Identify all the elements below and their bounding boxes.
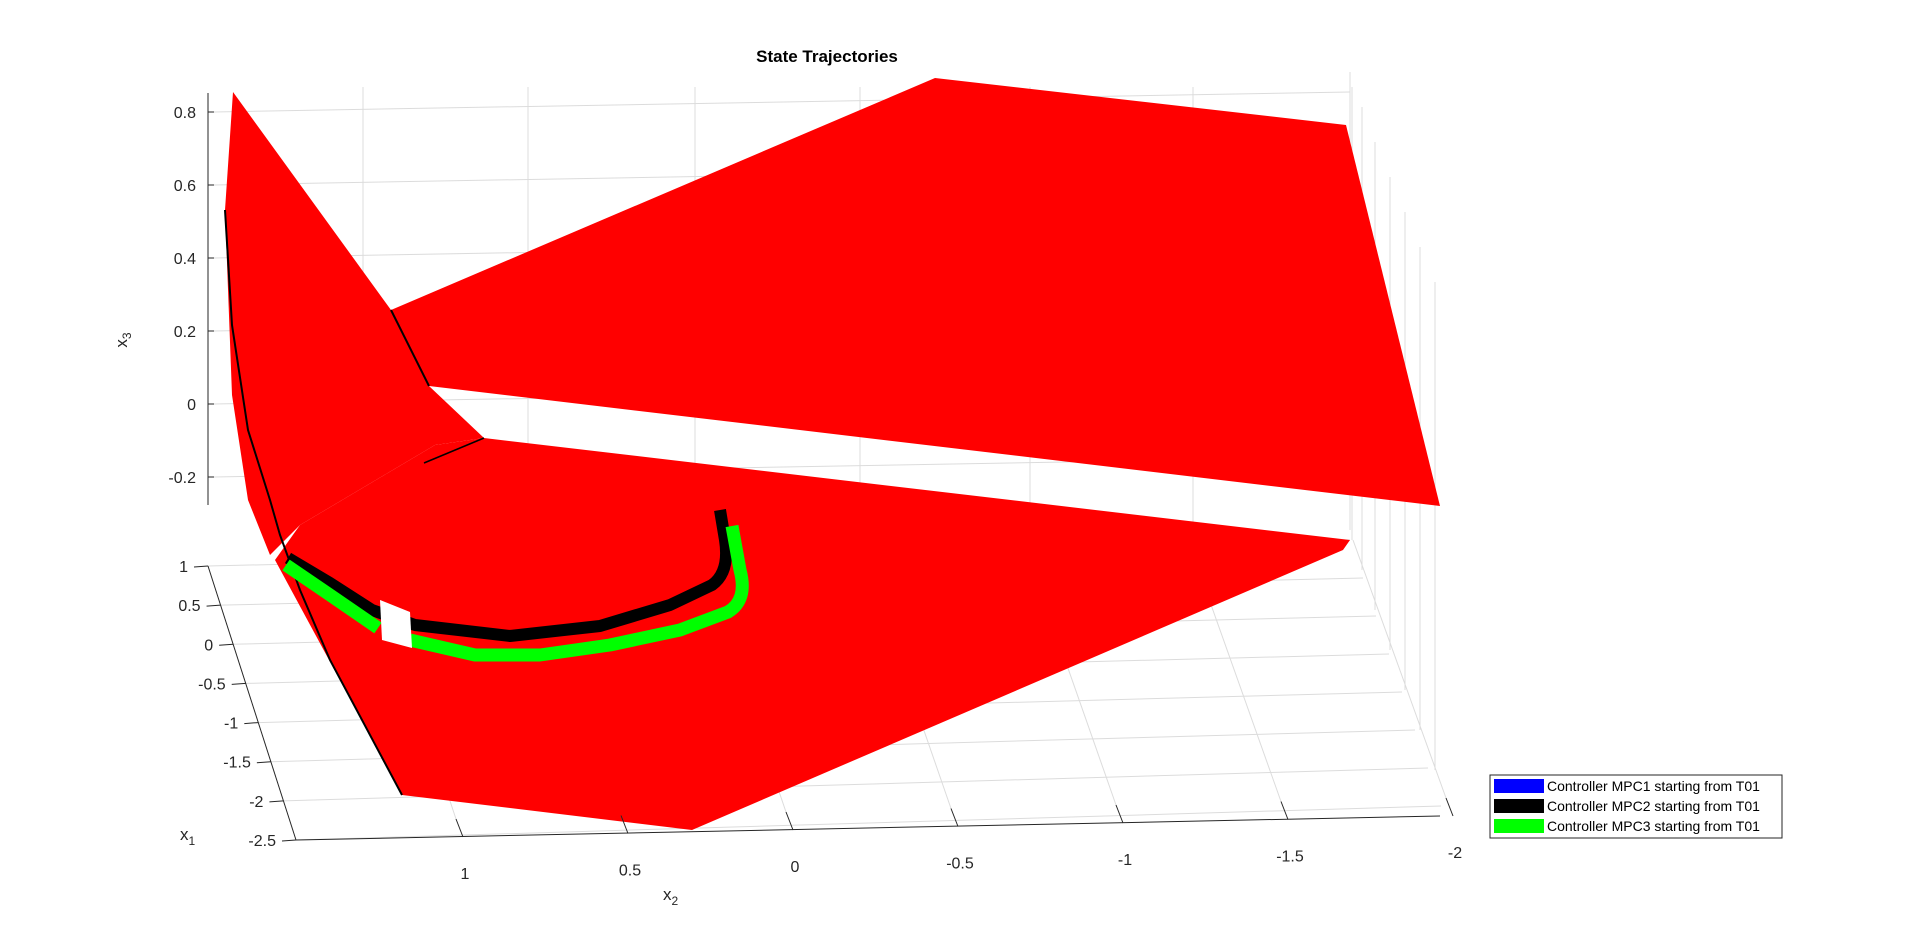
- x2-tick-mark: [785, 811, 794, 831]
- x2-tick-mark: [455, 818, 464, 838]
- x1-tick-label: -1.5: [223, 755, 251, 772]
- x1-tick-mark: [269, 800, 284, 803]
- x1-tick-label: -2: [249, 794, 263, 811]
- x2-tick-mark: [1445, 797, 1454, 817]
- trajectory-mpc3: [282, 524, 749, 662]
- x3-tick-label: 0.8: [174, 105, 196, 122]
- x1-tick-label: -1: [224, 716, 238, 733]
- x1-tick-group: 1 0.5 0 -0.5 -1 -1.5 -2 -2.5: [178, 559, 297, 850]
- x2-tick-mark: [1115, 804, 1124, 824]
- x2-tick-mark: [620, 815, 629, 834]
- trajectory-mpc2: [284, 509, 733, 642]
- chart-title: State Trajectories: [756, 47, 898, 66]
- x1-tick-mark: [231, 682, 246, 685]
- surface-lower-plane: [275, 438, 1350, 830]
- x3-tick-label: 0.4: [174, 251, 196, 268]
- x1-tick-label: -2.5: [248, 833, 276, 850]
- legend: Controller MPC1 starting from T01 Contro…: [1489, 774, 1783, 839]
- x1-tick-mark: [244, 722, 259, 725]
- surface-edge: [224, 209, 403, 796]
- x2-tick-label: -1: [1118, 852, 1132, 869]
- grid-line: [213, 91, 1351, 113]
- x2-axis-line: [295, 815, 1441, 841]
- x2-axis-label: x2: [663, 885, 679, 908]
- surface-group: [224, 78, 1440, 830]
- x1-tick-label: 0: [204, 637, 213, 654]
- x3-tick-label: 0.6: [174, 178, 196, 195]
- x2-tick-label: 0: [791, 859, 800, 876]
- x3-axis-label: x3: [112, 332, 134, 348]
- x1-axis-label: x1: [180, 825, 196, 848]
- x1-tick-mark: [256, 761, 271, 764]
- x3-tick-label: -0.2: [168, 470, 196, 487]
- x1-tick-mark: [206, 604, 221, 607]
- grid-line: [1352, 539, 1447, 799]
- x1-tick-label: 1: [179, 559, 188, 576]
- x1-axis-line: [207, 565, 297, 841]
- x1-tick-label: -0.5: [198, 676, 226, 693]
- x1-tick-label: 0.5: [178, 598, 200, 615]
- trajectory-group: [282, 509, 749, 662]
- x1-tick-mark: [281, 839, 297, 842]
- x1-tick-mark: [219, 643, 234, 646]
- surface-crease: [390, 309, 430, 387]
- surface-upper-plane: [391, 78, 1440, 506]
- surface-crease-2: [423, 437, 485, 464]
- x2-tick-label: 1: [461, 866, 470, 883]
- x2-tick-label: 0.5: [619, 863, 641, 880]
- legend-label-mpc2: Controller MPC2 starting from T01: [1547, 798, 1760, 814]
- grid-line: [295, 805, 1442, 841]
- x3-tick-label: 0.2: [174, 324, 196, 341]
- legend-swatch-mpc2: [1494, 799, 1544, 813]
- x3-tick-group: 0.8 0.6 0.4 0.2 0 -0.2: [168, 105, 214, 487]
- x2-tick-label: -1.5: [1276, 849, 1304, 866]
- x2-tick-mark: [1280, 801, 1289, 820]
- x1-tick-mark: [193, 565, 209, 568]
- trajectory-gap: [380, 600, 412, 648]
- x2-tick-group: 1 0.5 0 -0.5 -1 -1.5 -2: [455, 797, 1462, 883]
- legend-label-mpc1: Controller MPC1 starting from T01: [1547, 778, 1760, 794]
- x2-tick-label: -2: [1448, 845, 1462, 862]
- x2-tick-mark: [950, 808, 959, 827]
- legend-label-mpc3: Controller MPC3 starting from T01: [1547, 818, 1760, 834]
- x2-tick-label: -0.5: [946, 856, 974, 873]
- x3-tick-label: 0: [187, 397, 196, 414]
- surface-left-wall: [225, 92, 484, 555]
- legend-swatch-mpc3: [1494, 819, 1544, 833]
- legend-swatch-mpc1: [1494, 779, 1544, 793]
